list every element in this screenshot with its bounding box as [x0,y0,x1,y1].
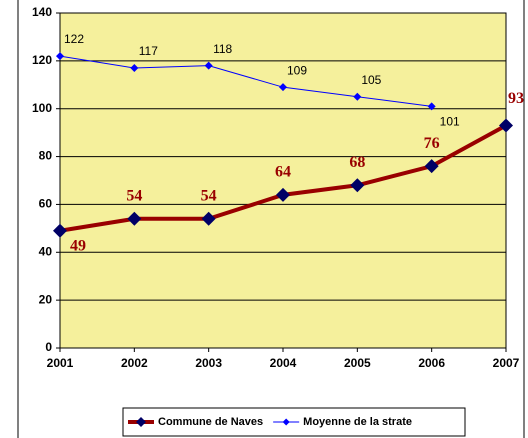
marker [276,187,290,202]
x-tick-label: 2005 [344,356,371,370]
legend-marker [136,417,146,427]
data-label: 76 [424,135,440,152]
data-label: 54 [126,187,142,204]
x-tick-label: 2007 [493,356,520,370]
marker [424,159,439,174]
data-label: 105 [361,73,381,87]
data-label: 54 [201,187,217,204]
legend-marker [282,418,290,426]
y-tick-label: 120 [32,53,52,67]
x-tick-label: 2003 [195,356,222,370]
marker [127,211,142,226]
y-tick-label: 140 [32,5,52,19]
y-tick-label: 40 [39,244,53,258]
legend-label: Commune de Naves [158,416,263,428]
marker [353,92,362,101]
data-label: 122 [64,32,84,46]
marker [279,83,287,92]
data-label: 68 [349,154,365,171]
marker [130,64,139,73]
x-tick-label: 2006 [418,356,445,370]
legend-label: Moyenne de la strate [303,416,412,428]
marker [427,102,436,111]
series-line [59,55,432,107]
y-tick-label: 20 [39,292,53,306]
data-label: 117 [139,44,158,58]
data-label: 49 [70,237,86,254]
x-tick-label: 2004 [270,356,297,370]
y-tick-label: 60 [39,197,53,211]
marker [53,223,67,238]
x-tick-label: 2002 [121,356,148,370]
y-tick-label: 100 [32,101,52,115]
marker [56,52,64,61]
data-label: 64 [275,164,291,181]
marker [201,211,216,226]
data-label: 109 [287,63,307,77]
x-tick-label: 2001 [47,356,74,370]
marker [350,178,365,193]
y-tick-label: 0 [45,340,52,354]
marker [204,61,213,70]
marker [499,118,513,133]
data-label: 101 [440,114,460,128]
data-label: 93 [508,90,524,107]
y-tick-label: 80 [39,149,53,163]
data-label: 118 [213,42,232,56]
